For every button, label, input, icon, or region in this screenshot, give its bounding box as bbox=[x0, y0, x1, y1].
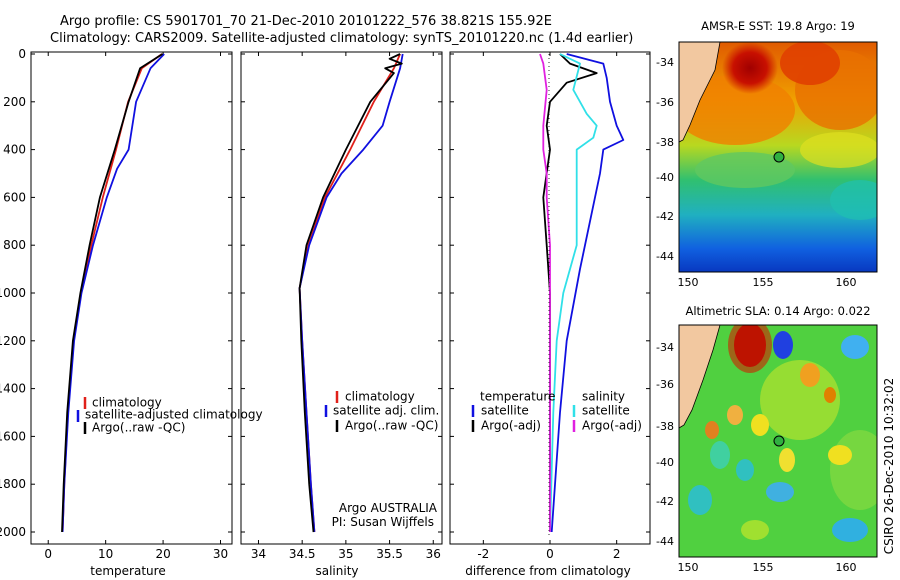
xtick-label: 36 bbox=[426, 547, 441, 561]
sst-argo-marker bbox=[773, 151, 785, 163]
ytick-label: 600 bbox=[3, 190, 26, 204]
salinity-xlabel: salinity bbox=[315, 564, 358, 578]
sst-map-title: AMSR-E SST: 19.8 Argo: 19 bbox=[701, 19, 855, 33]
sla-ytick: -38 bbox=[656, 420, 674, 433]
sst-ytick: -34 bbox=[656, 56, 674, 69]
xtick-label: 10 bbox=[98, 547, 113, 561]
difference-legend-salinity: salinity satellite Argo(-adj) bbox=[572, 390, 642, 433]
sst-map-image bbox=[679, 42, 877, 272]
legend-label-climatology: climatology bbox=[345, 390, 415, 404]
sla-xtick: 155 bbox=[753, 561, 774, 574]
sst-ytick: -38 bbox=[656, 136, 674, 149]
salinity-profile-series-argo-raw-qc- bbox=[298, 53, 403, 533]
legend-heading-temperature: temperature bbox=[480, 390, 555, 404]
sla-map-frame bbox=[678, 324, 878, 558]
legend-label-temp-argo: Argo(-adj) bbox=[481, 419, 541, 433]
side-note: CSIRO 26-Dec-2010 10:32:02 bbox=[882, 378, 896, 555]
legend-label-argo: Argo(..raw -QC) bbox=[92, 421, 185, 435]
temperature-legend: climatology satellite-adjusted climatolo… bbox=[76, 396, 263, 435]
sst-xtick: 160 bbox=[836, 276, 857, 289]
sst-map-ticks: -34 -36 -38 -40 -42 -44 150 155 160 bbox=[656, 56, 856, 289]
difference-legend-temperature: temperature satellite Argo(-adj) bbox=[471, 390, 555, 433]
ytick-label: 1800 bbox=[0, 477, 26, 491]
sla-map-image bbox=[679, 325, 877, 557]
sst-xtick: 150 bbox=[678, 276, 699, 289]
sst-ytick: -36 bbox=[656, 96, 674, 109]
difference-xlabel: difference from climatology bbox=[465, 564, 631, 578]
sla-ytick: -44 bbox=[656, 535, 674, 548]
sla-ytick: -40 bbox=[656, 456, 674, 469]
temperature-panel-frame bbox=[30, 51, 233, 545]
xtick-label: 30 bbox=[213, 547, 228, 561]
ytick-label: 800 bbox=[3, 238, 26, 252]
xtick-label: 0 bbox=[546, 547, 554, 561]
header-line-1: Argo profile: CS 5901701_70 21-Dec-2010 … bbox=[60, 14, 552, 29]
salinity-profile-series-satellite-adj-clim- bbox=[298, 53, 404, 533]
legend-label-sal-satellite: satellite bbox=[582, 404, 630, 418]
temperature-xlabel: temperature bbox=[90, 564, 165, 578]
difference-profile-series-salinity-argo-adj- bbox=[539, 53, 551, 532]
sla-ytick: -42 bbox=[656, 495, 674, 508]
header-line-2: Climatology: CARS2009. Satellite-adjuste… bbox=[50, 31, 633, 46]
sst-ytick: -44 bbox=[656, 250, 674, 263]
legend-label-satellite: satellite adj. clim. bbox=[333, 404, 439, 418]
ytick-label: 400 bbox=[3, 143, 26, 157]
axis-ticks: 0102030020040060080010001200140016001800… bbox=[0, 47, 650, 561]
difference-profile-series-salinity-satellite bbox=[549, 53, 598, 533]
legend-label-satellite: satellite-adjusted climatology bbox=[85, 408, 263, 422]
xtick-label: -2 bbox=[477, 547, 489, 561]
salinity-legend: climatology satellite adj. clim. Argo(..… bbox=[324, 390, 439, 529]
legend-label-climatology: climatology bbox=[92, 396, 162, 410]
owner-annotation: Argo AUSTRALIA bbox=[339, 501, 438, 515]
xtick-label: 20 bbox=[155, 547, 170, 561]
xtick-label: 0 bbox=[44, 547, 52, 561]
xtick-label: 34.5 bbox=[289, 547, 316, 561]
legend-label-temp-satellite: satellite bbox=[481, 404, 529, 418]
sst-ytick: -42 bbox=[656, 210, 674, 223]
sla-xtick: 160 bbox=[836, 561, 857, 574]
ytick-label: 1600 bbox=[0, 429, 26, 443]
sla-argo-marker bbox=[773, 435, 785, 447]
ytick-label: 1000 bbox=[0, 286, 26, 300]
ytick-label: 2000 bbox=[0, 525, 26, 539]
temperature-profile-series-argo-raw-qc- bbox=[61, 53, 163, 533]
ytick-label: 1200 bbox=[0, 334, 26, 348]
xtick-label: 35.5 bbox=[376, 547, 403, 561]
pi-annotation: PI: Susan Wijffels bbox=[332, 515, 434, 529]
sla-map-title: Altimetric SLA: 0.14 Argo: 0.022 bbox=[685, 304, 870, 318]
legend-heading-salinity: salinity bbox=[582, 390, 625, 404]
xtick-label: 35 bbox=[338, 547, 353, 561]
sla-xtick: 150 bbox=[678, 561, 699, 574]
difference-profile-series-temperature-satellite bbox=[550, 53, 625, 533]
sla-ytick: -34 bbox=[656, 341, 674, 354]
sla-map-ticks: -34 -36 -38 -40 -42 -44 150 155 160 bbox=[656, 341, 856, 574]
salinity-panel-frame bbox=[240, 51, 443, 545]
temperature-profile-series-climatology bbox=[61, 53, 163, 533]
sst-map-frame bbox=[678, 41, 878, 273]
sst-ytick: -40 bbox=[656, 171, 674, 184]
temperature-profile-series-satellite-adjusted-climatology bbox=[61, 53, 165, 533]
ytick-label: 0 bbox=[18, 47, 26, 61]
xtick-label: 2 bbox=[613, 547, 621, 561]
ytick-label: 200 bbox=[3, 95, 26, 109]
salinity-profile-series-climatology bbox=[298, 53, 401, 533]
ytick-label: 1400 bbox=[0, 382, 26, 396]
xtick-label: 34 bbox=[251, 547, 266, 561]
sst-xtick: 155 bbox=[753, 276, 774, 289]
sla-ytick: -36 bbox=[656, 378, 674, 391]
legend-label-sal-argo: Argo(-adj) bbox=[582, 419, 642, 433]
profile-lines bbox=[61, 53, 625, 533]
legend-label-argo: Argo(..raw -QC) bbox=[345, 419, 438, 433]
